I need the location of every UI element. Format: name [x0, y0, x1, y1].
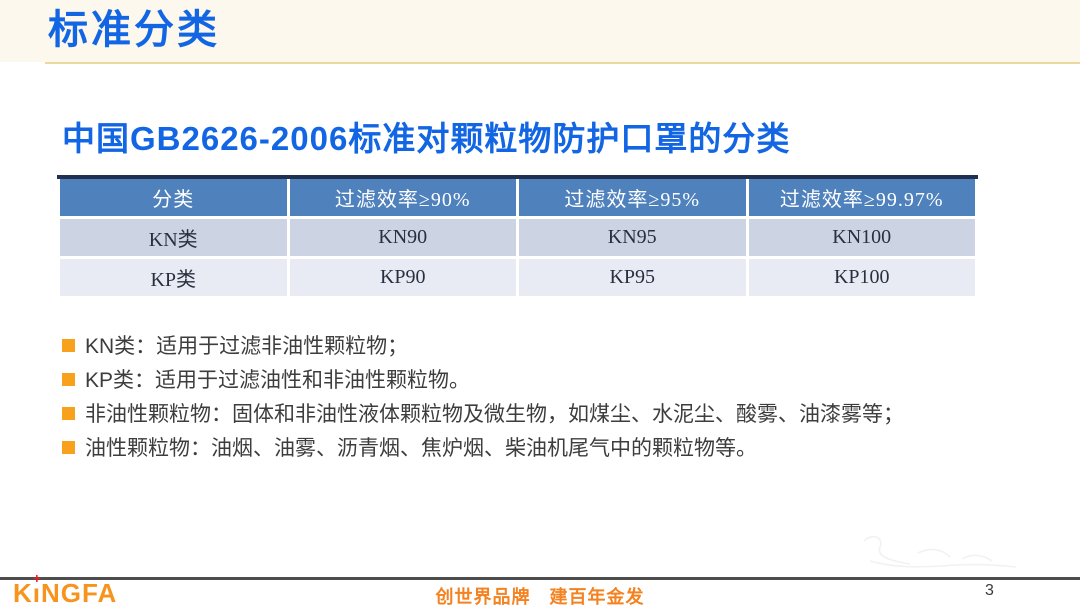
column-header-efficiency-95: 过滤效率≥95% [516, 175, 749, 219]
cell: KP类 [57, 255, 290, 299]
cell: KN90 [286, 215, 519, 259]
bullet-item-kp: KP类：适用于过滤油性和非油性颗粒物。 [57, 364, 969, 397]
bullet-item-non-oily: 非油性颗粒物：固体和非油性液体颗粒物及微生物，如煤尘、水泥尘、酸雾、油漆雾等； [57, 398, 969, 431]
bullet-text: 油性颗粒物：油烟、油雾、沥青烟、焦炉烟、柴油机尾气中的颗粒物等。 [85, 437, 757, 460]
table-row-kn: KN类 KN90 KN95 KN100 [57, 215, 978, 259]
cell: KP95 [516, 255, 749, 299]
table-header-row: 分类 过滤效率≥90% 过滤效率≥95% 过滤效率≥99.97% [57, 175, 978, 219]
title-band [0, 0, 1080, 62]
bullet-text: KN类：适用于过滤非油性颗粒物； [85, 335, 409, 358]
bullet-square-icon [62, 407, 75, 420]
watermark [863, 535, 1017, 568]
page-title: 标准分类 [48, 8, 220, 52]
bullet-item-oily: 油性颗粒物：油烟、油雾、沥青烟、焦炉烟、柴油机尾气中的颗粒物等。 [57, 432, 969, 465]
column-header-efficiency-90: 过滤效率≥90% [286, 175, 519, 219]
logo-letter: K [13, 578, 33, 606]
classification-table: 分类 过滤效率≥90% 过滤效率≥95% 过滤效率≥99.97% KN类 KN9… [57, 175, 978, 299]
bullet-square-icon [62, 441, 75, 454]
bullet-list: KN类：适用于过滤非油性颗粒物； KP类：适用于过滤油性和非油性颗粒物。 非油性… [57, 330, 969, 466]
bullet-text: 非油性颗粒物：固体和非油性液体颗粒物及微生物，如煤尘、水泥尘、酸雾、油漆雾等； [85, 403, 904, 426]
bullet-square-icon [62, 373, 75, 386]
column-header-category: 分类 [57, 175, 290, 219]
logo-plus-icon: + [32, 570, 42, 586]
cell: KN类 [57, 215, 290, 259]
cell: KP100 [745, 255, 978, 299]
table-row-kp: KP类 KP90 KP95 KP100 [57, 255, 978, 299]
bullet-square-icon [62, 339, 75, 352]
footer-divider [0, 577, 1080, 580]
cell: KP90 [286, 255, 519, 299]
bullet-item-kn: KN类：适用于过滤非油性颗粒物； [57, 330, 969, 363]
footer-slogan: 创世界品牌 建百年金发 [435, 587, 645, 606]
logo-letter-i: + ı [32, 571, 42, 606]
cell: KN100 [745, 215, 978, 259]
bullet-text: KP类：适用于过滤油性和非油性颗粒物。 [85, 369, 471, 392]
column-header-efficiency-99: 过滤效率≥99.97% [745, 175, 978, 219]
section-heading: 中国GB2626-2006标准对颗粒物防护口罩的分类 [62, 120, 791, 157]
title-divider [45, 62, 1080, 64]
kingfa-logo: K + ıNGFA [13, 571, 118, 606]
logo-letter: ı [32, 578, 42, 606]
cell: KN95 [516, 215, 749, 259]
logo-letters: NGFA [41, 578, 118, 606]
page-number: 3 [985, 582, 994, 599]
